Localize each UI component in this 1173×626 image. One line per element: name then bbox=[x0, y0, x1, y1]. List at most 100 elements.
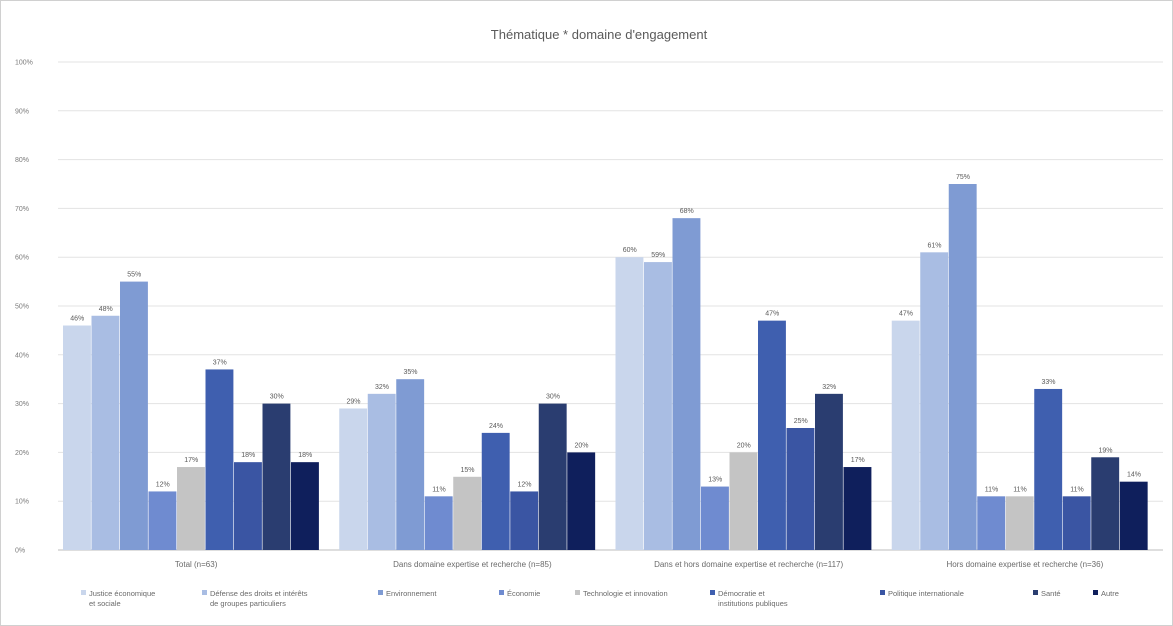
legend-item: Autre bbox=[1093, 589, 1119, 598]
bar bbox=[843, 467, 872, 550]
data-label: 29% bbox=[346, 398, 360, 405]
y-tick-label: 90% bbox=[15, 108, 29, 115]
bar bbox=[510, 491, 539, 550]
legend-item: Justice économique et sociale bbox=[81, 589, 155, 608]
data-label: 48% bbox=[99, 306, 113, 313]
bar bbox=[567, 452, 596, 550]
y-tick-label: 50% bbox=[15, 304, 29, 311]
data-label: 20% bbox=[737, 442, 751, 449]
x-category-label: Dans et hors domaine expertise et recher… bbox=[654, 560, 843, 569]
bar bbox=[1062, 496, 1091, 550]
legend-label: Économie bbox=[507, 589, 540, 598]
y-tick-label: 60% bbox=[15, 255, 29, 262]
legend-swatch bbox=[710, 590, 715, 595]
data-label: 30% bbox=[270, 394, 284, 401]
bar bbox=[120, 281, 148, 550]
bar bbox=[396, 379, 425, 550]
legend-item: Technologie et innovation bbox=[575, 589, 668, 598]
bar bbox=[538, 403, 567, 550]
y-tick-label: 100% bbox=[15, 60, 33, 67]
x-category-label: Dans domaine expertise et recherche (n=8… bbox=[393, 560, 552, 569]
legend-label: Environnement bbox=[386, 589, 437, 598]
legend-swatch bbox=[880, 590, 885, 595]
y-tick-label: 70% bbox=[15, 206, 29, 213]
data-label: 17% bbox=[851, 457, 865, 464]
data-label: 32% bbox=[822, 384, 836, 391]
legend-swatch bbox=[1033, 590, 1038, 595]
legend: Justice économique et sociale Défense des … bbox=[81, 589, 1119, 608]
data-label: 30% bbox=[546, 394, 560, 401]
legend-swatch bbox=[81, 590, 86, 595]
bar bbox=[815, 393, 843, 550]
legend-label: Justice économique et sociale bbox=[89, 589, 155, 608]
data-label: 19% bbox=[1098, 447, 1112, 454]
legend-label: Défense des droits et intérêts de groupes… bbox=[210, 589, 308, 608]
legend-swatch bbox=[378, 590, 383, 595]
legend-item: Environnement bbox=[378, 589, 437, 598]
bar bbox=[644, 262, 672, 550]
bar bbox=[1005, 496, 1034, 550]
bar bbox=[1119, 481, 1148, 550]
legend-item: Défense des droits et intérêts de groupes… bbox=[202, 589, 308, 608]
bar bbox=[786, 428, 815, 550]
data-label: 12% bbox=[156, 481, 170, 488]
bar bbox=[615, 257, 644, 550]
data-label: 33% bbox=[1041, 379, 1055, 386]
legend-swatch bbox=[575, 590, 580, 595]
legend-item: Économie bbox=[499, 589, 540, 598]
data-label: 15% bbox=[460, 467, 474, 474]
data-label: 24% bbox=[489, 423, 503, 430]
data-label: 60% bbox=[623, 247, 637, 254]
y-axis-ticks: 0% 10% 20% 30% 40% 50% 60% 70% 80% 90% 100% bbox=[15, 60, 33, 555]
data-label: 12% bbox=[517, 481, 531, 488]
bar bbox=[262, 403, 291, 550]
data-label: 46% bbox=[70, 316, 84, 323]
y-tick-label: 80% bbox=[15, 157, 29, 164]
data-label: 55% bbox=[127, 272, 141, 279]
bar bbox=[177, 467, 205, 550]
legend-swatch bbox=[1093, 590, 1098, 595]
legend-item: Santé bbox=[1033, 589, 1061, 598]
data-label: 59% bbox=[651, 252, 665, 259]
bar bbox=[701, 486, 729, 550]
bars bbox=[63, 184, 1148, 550]
bar bbox=[291, 462, 319, 550]
bar bbox=[424, 496, 453, 550]
bar bbox=[339, 408, 368, 550]
data-label: 47% bbox=[899, 311, 913, 318]
y-tick-label: 10% bbox=[15, 499, 29, 506]
legend-swatch bbox=[202, 590, 207, 595]
data-label: 68% bbox=[680, 208, 694, 215]
data-label: 13% bbox=[708, 477, 722, 484]
data-label: 17% bbox=[184, 457, 198, 464]
bar bbox=[672, 218, 701, 550]
legend-item: Politique internationale bbox=[880, 589, 964, 598]
bar bbox=[234, 462, 262, 550]
bar bbox=[1091, 457, 1120, 550]
bar bbox=[367, 393, 396, 550]
data-label: 32% bbox=[375, 384, 389, 391]
bar bbox=[920, 252, 949, 550]
x-category-label: Total (n=63) bbox=[175, 560, 218, 569]
bar bbox=[891, 320, 920, 550]
data-label: 37% bbox=[213, 359, 227, 366]
bar bbox=[948, 184, 977, 550]
y-tick-label: 30% bbox=[15, 401, 29, 408]
data-label: 35% bbox=[403, 369, 417, 376]
data-label: 25% bbox=[794, 418, 808, 425]
legend-item: Démocratie et institutions publiques bbox=[710, 589, 788, 608]
y-tick-label: 40% bbox=[15, 352, 29, 359]
data-label: 20% bbox=[574, 442, 588, 449]
bar bbox=[481, 432, 510, 550]
y-tick-label: 20% bbox=[15, 450, 29, 457]
legend-label: Santé bbox=[1041, 589, 1061, 598]
bar bbox=[148, 491, 177, 550]
data-label: 14% bbox=[1127, 472, 1141, 479]
bar bbox=[758, 320, 786, 550]
bar bbox=[91, 315, 120, 550]
data-label: 61% bbox=[927, 242, 941, 249]
legend-swatch bbox=[499, 590, 504, 595]
legend-label: Autre bbox=[1101, 589, 1119, 598]
